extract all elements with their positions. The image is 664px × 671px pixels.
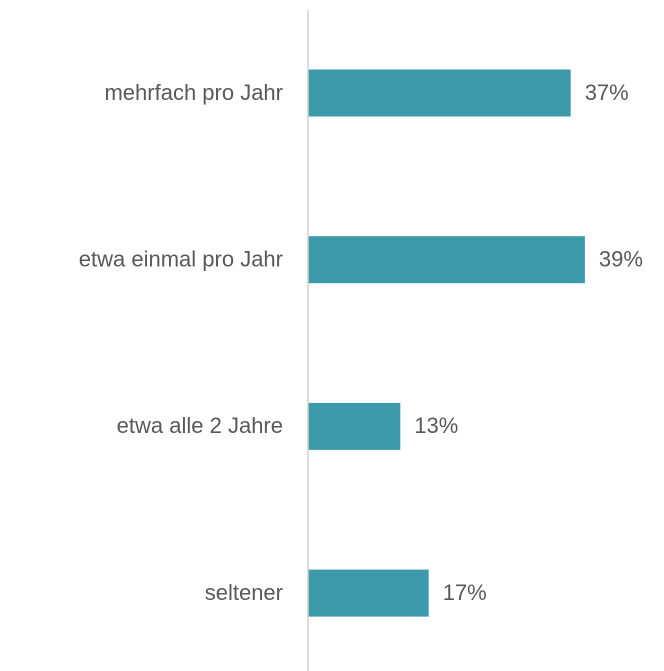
value-label: 17% [443, 580, 487, 605]
value-label: 37% [585, 80, 629, 105]
bar [308, 69, 571, 117]
bar [308, 569, 429, 617]
category-label: etwa alle 2 Jahre [117, 413, 283, 438]
bar [308, 402, 401, 450]
category-label: etwa einmal pro Jahr [79, 247, 283, 272]
category-label: mehrfach pro Jahr [104, 80, 283, 105]
value-label: 39% [599, 247, 643, 272]
value-label: 13% [414, 413, 458, 438]
category-label: seltener [205, 580, 283, 605]
bar [308, 236, 585, 284]
